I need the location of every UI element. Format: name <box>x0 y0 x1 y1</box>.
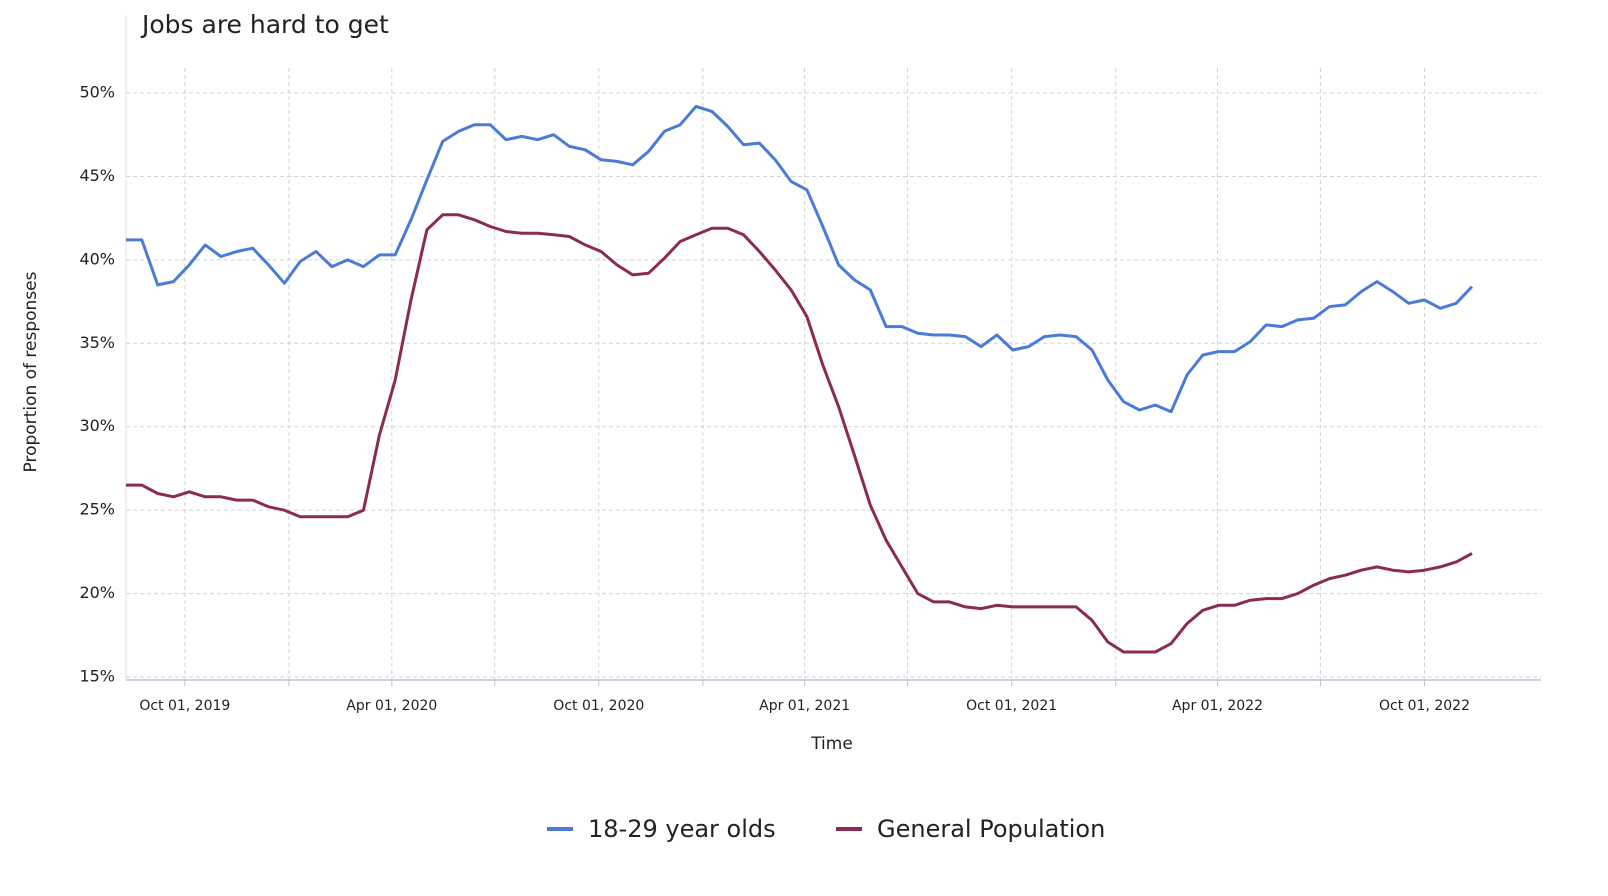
y-tick-label: 40% <box>79 249 115 268</box>
y-tick-label: 15% <box>79 667 115 686</box>
x-tick-label: Oct 01, 2020 <box>553 698 644 714</box>
x-tick-label: Oct 01, 2022 <box>1379 698 1470 714</box>
legend-label: 18-29 year olds <box>588 815 776 843</box>
y-tick-label: 50% <box>79 83 115 102</box>
x-axis-label: Time <box>810 734 853 754</box>
y-tick-label: 35% <box>79 333 115 352</box>
y-tick-label: 30% <box>79 416 115 435</box>
y-tick-label: 45% <box>79 166 115 185</box>
x-tick-label: Oct 01, 2021 <box>966 698 1057 714</box>
x-tick-label: Apr 01, 2020 <box>346 698 437 714</box>
legend-label: General Population <box>877 815 1105 843</box>
line-series <box>126 213 1473 654</box>
line-series <box>126 104 1474 414</box>
chart-title: Jobs are hard to get <box>140 10 389 39</box>
x-tick-label: Apr 01, 2021 <box>759 698 850 714</box>
x-tick-label: Apr 01, 2022 <box>1172 698 1263 714</box>
y-tick-label: 20% <box>79 583 115 602</box>
x-tick-label: Oct 01, 2019 <box>139 698 230 714</box>
y-tick-label: 25% <box>79 500 115 519</box>
y-axis-label: Proportion of responses <box>21 271 41 472</box>
